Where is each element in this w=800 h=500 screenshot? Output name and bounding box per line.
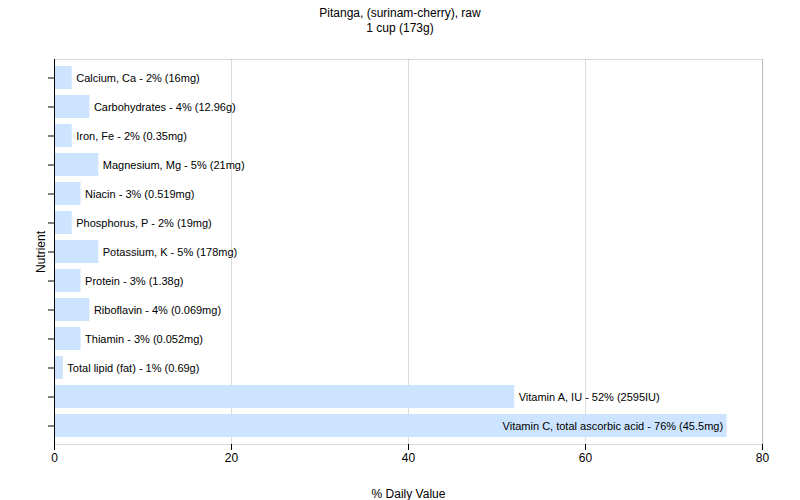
html-text:1 cup (173g): 1 cup (173g) xyxy=(366,21,434,35)
svg-text:20: 20 xyxy=(225,451,239,465)
svg-text:Phosphorus, P - 2% (19mg): Phosphorus, P - 2% (19mg) xyxy=(76,217,212,229)
svg-text:Vitamin C, total ascorbic acid: Vitamin C, total ascorbic acid - 76% (45… xyxy=(503,420,724,432)
svg-text:Potassium, K - 5% (178mg): Potassium, K - 5% (178mg) xyxy=(103,246,238,258)
svg-text:Nutrient: Nutrient xyxy=(34,230,48,273)
html-text:Pitanga, (surinam-cherry), raw: Pitanga, (surinam-cherry), raw xyxy=(319,6,481,20)
svg-text:0: 0 xyxy=(51,451,58,465)
svg-text:60: 60 xyxy=(579,451,593,465)
svg-text:Protein - 3% (1.38g): Protein - 3% (1.38g) xyxy=(85,275,183,287)
svg-text:Iron, Fe - 2% (0.35mg): Iron, Fe - 2% (0.35mg) xyxy=(76,130,187,142)
svg-text:% Daily Value: % Daily Value xyxy=(372,487,446,500)
svg-text:Thiamin - 3% (0.052mg): Thiamin - 3% (0.052mg) xyxy=(85,333,203,345)
svg-text:Vitamin A, IU - 52% (2595IU): Vitamin A, IU - 52% (2595IU) xyxy=(519,391,660,403)
svg-text:80: 80 xyxy=(756,451,770,465)
svg-text:Magnesium, Mg - 5% (21mg): Magnesium, Mg - 5% (21mg) xyxy=(103,159,245,171)
svg-text:Carbohydrates - 4% (12.96g): Carbohydrates - 4% (12.96g) xyxy=(94,101,236,113)
svg-text:Total lipid (fat) - 1% (0.69g): Total lipid (fat) - 1% (0.69g) xyxy=(67,362,199,374)
svg-text:Calcium, Ca - 2% (16mg): Calcium, Ca - 2% (16mg) xyxy=(76,72,199,84)
svg-text:40: 40 xyxy=(402,451,416,465)
svg-text:Niacin - 3% (0.519mg): Niacin - 3% (0.519mg) xyxy=(85,188,194,200)
svg-text:Riboflavin - 4% (0.069mg): Riboflavin - 4% (0.069mg) xyxy=(94,304,221,316)
